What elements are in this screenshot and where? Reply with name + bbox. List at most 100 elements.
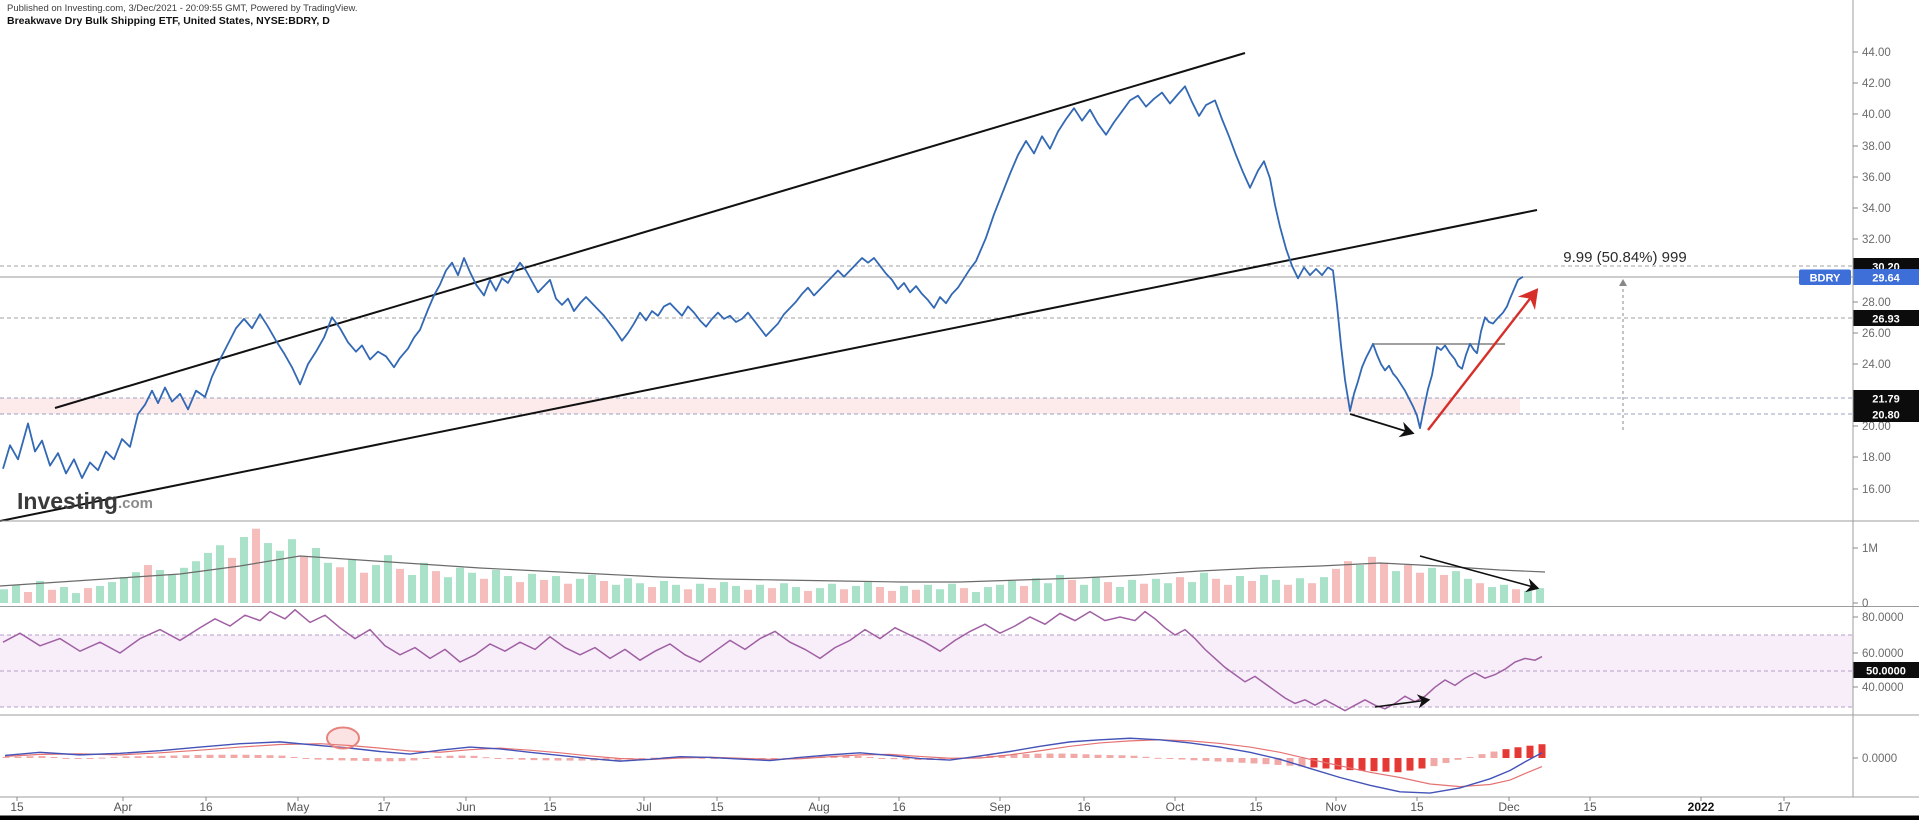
price-level-label-bg — [1853, 269, 1919, 285]
price-pane[interactable] — [2, 85, 1524, 479]
macd-histogram-bar — [398, 758, 406, 762]
macd-histogram-bar — [254, 754, 262, 758]
macd-histogram-bar — [638, 758, 646, 759]
breakdown-arrow[interactable] — [1349, 413, 1415, 438]
volume-bar — [96, 585, 104, 603]
volume-bar — [624, 578, 632, 603]
volume-bar — [516, 582, 524, 603]
timeline-scrollbar[interactable] — [0, 815, 1919, 820]
time-tick-label: Jul — [636, 800, 651, 814]
time-tick-label: 15 — [1249, 800, 1263, 814]
published-line: Published on Investing.com, 3/Dec/2021 -… — [7, 3, 357, 14]
time-tick-label: 16 — [1077, 800, 1091, 814]
volume-bar — [1284, 584, 1292, 603]
volume-bar — [1020, 585, 1028, 603]
volume-bar — [792, 587, 800, 603]
volume-bar — [348, 559, 356, 603]
volume-bar — [852, 585, 860, 603]
macd-histogram-bar — [578, 758, 586, 761]
rsi-recovery-arrow[interactable] — [1374, 694, 1431, 709]
macd-histogram-bar — [1526, 745, 1534, 758]
macd-histogram-bar — [242, 754, 250, 758]
macd-histogram-bar — [110, 756, 118, 758]
volume-bar — [1404, 565, 1412, 603]
macd-histogram-bar — [422, 758, 430, 759]
macd-histogram-bar — [446, 755, 454, 758]
macd-histogram-bar — [998, 754, 1006, 758]
macd-histogram-bar — [362, 758, 370, 762]
volume-bar — [1452, 571, 1460, 603]
macd-pane[interactable] — [2, 726, 1546, 794]
declining-volume-arrow[interactable] — [1419, 555, 1540, 593]
macd-histogram-bar — [830, 756, 838, 758]
symbol-badge[interactable]: BDRY — [1799, 269, 1851, 286]
macd-histogram-bar — [326, 758, 334, 761]
volume-bar — [168, 574, 176, 603]
volume-bar — [504, 576, 512, 603]
macd-histogram-bar — [1106, 755, 1114, 758]
macd-histogram-bar — [302, 758, 310, 759]
macd-histogram-bar — [530, 758, 538, 761]
volume-bar — [996, 584, 1004, 603]
volume-pane[interactable] — [0, 528, 1546, 603]
price-scale-axis[interactable]: 44.00 42.00 40.00 38.00 36.00 34.00 32.00 28.00… — [1853, 47, 1919, 765]
volume-bar — [84, 588, 92, 603]
macd-crossover-circle[interactable] — [326, 726, 360, 750]
macd-histogram-bar — [1082, 754, 1090, 758]
price-level-label: 29.64 — [1872, 273, 1900, 285]
volume-bar — [1356, 565, 1364, 603]
time-tick-label: 16 — [892, 800, 906, 814]
volume-bar — [48, 589, 56, 603]
volume-bar — [1176, 577, 1184, 603]
time-tick-label: Apr — [114, 800, 133, 814]
time-tick-label: 17 — [1777, 800, 1791, 814]
macd-histogram-bar — [194, 754, 202, 758]
time-tick-label: May — [287, 800, 310, 814]
volume-bar — [984, 587, 992, 603]
rsi-pane[interactable] — [2, 608, 1543, 712]
projected-rally-arrow[interactable] — [1427, 288, 1539, 431]
volume-bar — [1332, 568, 1340, 603]
axis-tick-label: 36.00 — [1862, 172, 1891, 184]
volume-bar — [936, 589, 944, 603]
volume-bar — [648, 587, 656, 603]
volume-bar — [432, 571, 440, 603]
macd-histogram-bar — [1118, 755, 1126, 758]
trendline-annotations[interactable] — [0, 52, 1538, 522]
volume-bar — [288, 539, 296, 603]
macd-histogram-bar — [1394, 758, 1402, 773]
volume-bar — [660, 581, 668, 603]
macd-histogram-bar — [74, 758, 82, 759]
volume-bar — [948, 583, 956, 603]
volume-bar — [1428, 567, 1436, 603]
arrow-annotations[interactable] — [1349, 279, 1627, 709]
macd-histogram-bar — [122, 756, 130, 758]
volume-bar — [840, 589, 848, 603]
macd-histogram-bar — [1238, 758, 1246, 763]
macd-histogram-bar — [710, 758, 718, 759]
upper-channel-trendline[interactable] — [54, 52, 1246, 409]
macd-histogram-bar — [518, 758, 526, 760]
volume-bar — [492, 570, 500, 603]
volume-bar — [60, 587, 68, 603]
macd-histogram-bar — [1346, 758, 1354, 771]
time-scale-axis[interactable]: 15 Apr 16 May 17 Jun 15 Jul 15 Aug 16 Sep 16 Oct 15 Nov… — [10, 797, 1791, 814]
lower-channel-trendline[interactable] — [0, 209, 1538, 522]
volume-bar — [444, 577, 452, 603]
volume-bar — [1212, 578, 1220, 603]
macd-histogram-bar — [890, 758, 898, 760]
macd-histogram-bar — [158, 755, 166, 758]
volume-bar — [972, 592, 980, 603]
macd-histogram-bar — [1466, 756, 1474, 758]
price-level-label-bg — [1853, 310, 1919, 326]
volume-bar — [360, 572, 368, 603]
macd-histogram-bar — [14, 756, 22, 758]
axis-tick-label: 40.0000 — [1862, 682, 1904, 694]
macd-histogram-bar — [1454, 758, 1462, 760]
macd-histogram-bar — [146, 756, 154, 758]
volume-bar — [384, 555, 392, 603]
macd-histogram-bar — [1538, 744, 1546, 758]
volume-bar — [768, 588, 776, 603]
